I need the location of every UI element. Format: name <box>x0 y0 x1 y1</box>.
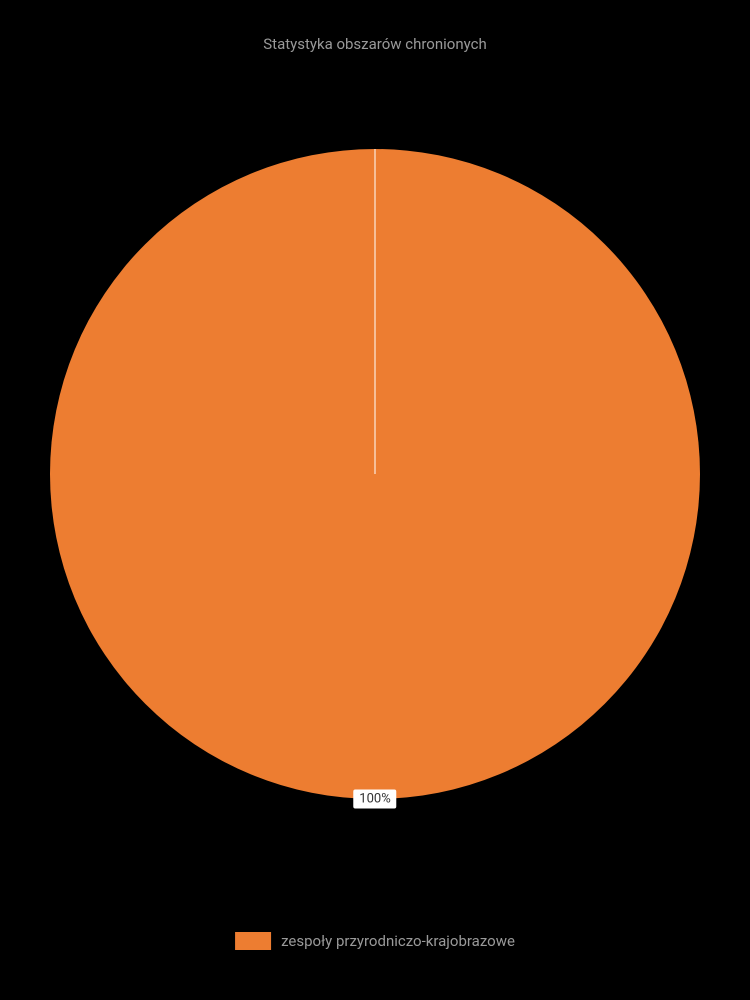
legend-swatch-0 <box>235 932 271 950</box>
pie-chart-container: Statystyka obszarów chronionych 100% zes… <box>0 0 750 1000</box>
pie-wrapper: 100% <box>50 149 700 799</box>
legend-label-0: zespoły przyrodniczo-krajobrazowe <box>281 932 515 950</box>
chart-title: Statystyka obszarów chronionych <box>0 0 750 53</box>
legend: zespoły przyrodniczo-krajobrazowe <box>235 932 515 950</box>
pie-data-label: 100% <box>353 790 396 809</box>
pie-svg <box>50 149 700 799</box>
